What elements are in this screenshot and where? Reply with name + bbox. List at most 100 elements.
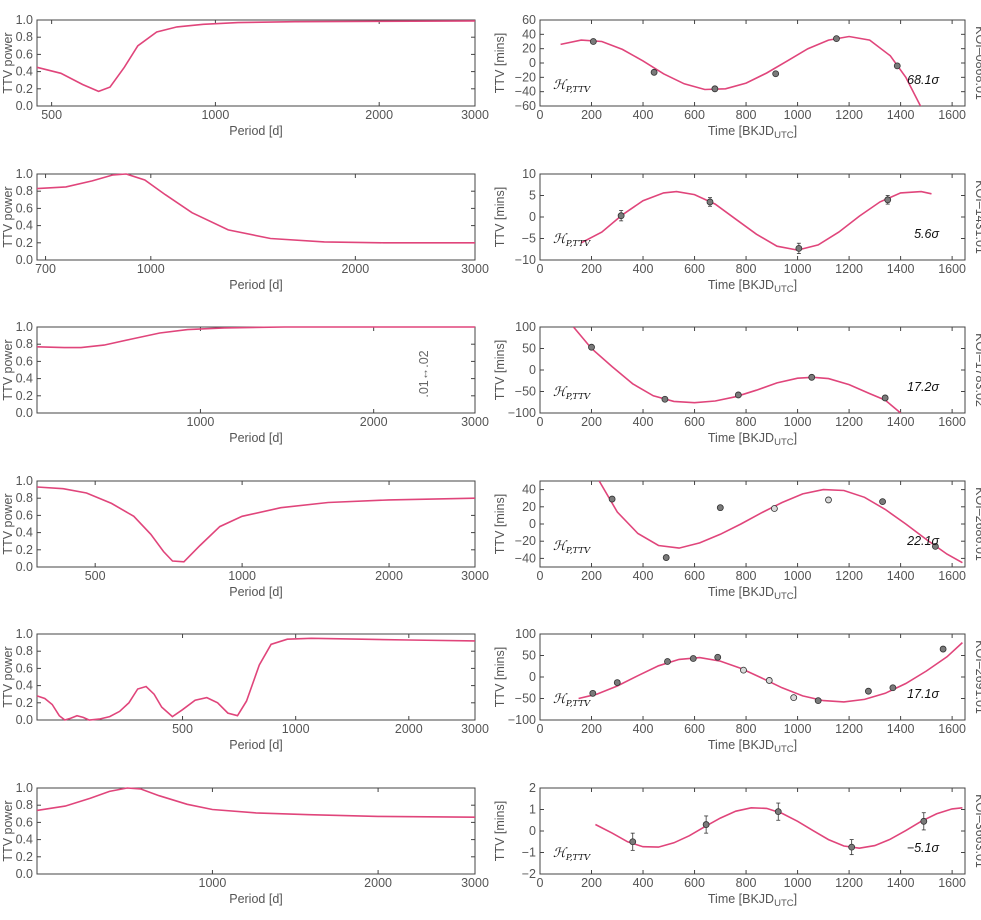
periodogram-panel-5: 0.0 0.2 0.4 0.6 0.8 1.0 500 1000 2000 3000 Period … (1, 627, 489, 752)
x-tick-label: 800 (736, 569, 757, 583)
y-tick-label: 0.4 (16, 679, 33, 693)
y-tick-label: 0.6 (16, 815, 33, 829)
y-tick-label: 1.0 (16, 167, 33, 181)
y-tick-label: 0.2 (16, 389, 33, 403)
y-tick-label: 0.0 (16, 406, 33, 420)
y-tick-label: 0.4 (16, 372, 33, 386)
hypothesis-label: ℋP,TTV (553, 539, 591, 556)
x-axis-label: Time [BKJDUTC] (708, 585, 797, 602)
y-tick-label: 50 (522, 649, 536, 663)
data-point (808, 373, 816, 381)
x-tick-label: 800 (736, 876, 757, 890)
x-tick-label: 400 (633, 415, 654, 429)
y-tick-label: 1.0 (16, 474, 33, 488)
y-tick-label: −5 (522, 232, 536, 246)
model-curve (580, 190, 932, 251)
y-tick-label: 20 (522, 500, 536, 514)
x-tick-label: 2000 (375, 569, 403, 583)
x-tick-label: 1000 (228, 569, 256, 583)
data-point (770, 505, 778, 512)
x-tick-label: 1200 (835, 876, 863, 890)
plot-frame (539, 173, 966, 261)
plot-frame (539, 633, 966, 721)
x-tick-label: 1400 (887, 569, 915, 583)
y-tick-label: 0 (529, 363, 536, 377)
y-tick-label: −50 (515, 692, 536, 706)
x-tick-label: 1600 (938, 722, 966, 736)
x-tick-label: 1600 (938, 262, 966, 276)
y-tick-label: 1.0 (16, 627, 33, 641)
hypothesis-label: ℋP,TTV (553, 232, 591, 249)
x-tick-label: 1000 (282, 722, 310, 736)
plot-frame (36, 633, 476, 721)
data-point (714, 653, 722, 661)
x-tick-label: 400 (633, 262, 654, 276)
data-point (881, 394, 889, 402)
significance-label: −5.1σ (907, 841, 940, 855)
data-point (589, 38, 597, 45)
model-curve (598, 481, 963, 564)
y-axis-label: TTV power (1, 339, 15, 400)
y-tick-label: −2 (522, 867, 536, 881)
y-tick-label: 0.8 (16, 491, 33, 505)
significance-label: 5.6σ (914, 227, 939, 241)
y-axis-label: TTV power (1, 646, 15, 707)
koi-label: KOI–2686.01 (973, 487, 981, 561)
plot-frame (539, 787, 966, 875)
ttv-panel-6: −2 −1 0 1 2 0 200 400 600 800 1000 1200 1400 1600 Time… (493, 781, 981, 909)
ttv-panel-2: −10 −5 0 5 10 0 200 400 600 800 1000 1200 1400 1600 Ti… (493, 167, 981, 295)
plot-frame (36, 480, 476, 568)
plot-frame (36, 787, 476, 875)
x-tick-label: 3000 (461, 569, 489, 583)
y-tick-label: 0 (529, 56, 536, 70)
data-point (814, 697, 822, 705)
x-tick-label: 3000 (461, 415, 489, 429)
koi-label: KOI–3663.01 (973, 794, 981, 868)
x-tick-label: 200 (581, 108, 602, 122)
x-tick-label: 1200 (835, 108, 863, 122)
y-tick-label: −20 (515, 70, 536, 84)
plot-frame (36, 326, 476, 414)
x-tick-label: 0 (537, 415, 544, 429)
y-tick-label: 0.0 (16, 713, 33, 727)
y-axis-label: TTV [mins] (493, 33, 507, 93)
significance-label: 17.1σ (907, 687, 939, 701)
x-tick-label: 2000 (360, 415, 388, 429)
x-tick-label: 600 (684, 262, 705, 276)
x-tick-label: 400 (633, 569, 654, 583)
x-tick-label: 1600 (938, 108, 966, 122)
y-tick-label: −1 (522, 846, 536, 860)
y-tick-label: 0.0 (16, 560, 33, 574)
x-axis-label: Period [d] (229, 431, 283, 445)
y-tick-label: 0.6 (16, 201, 33, 215)
data-point (893, 62, 901, 70)
y-tick-label: −60 (515, 99, 536, 113)
y-axis-label: TTV [mins] (493, 801, 507, 861)
x-tick-label: 1400 (887, 108, 915, 122)
data-point (588, 343, 595, 351)
x-tick-label: 600 (684, 876, 705, 890)
x-axis-label: Period [d] (229, 738, 283, 752)
data-point (833, 35, 840, 43)
x-tick-label: 500 (172, 722, 193, 736)
x-tick-label: 200 (581, 722, 602, 736)
x-tick-label: 1000 (201, 108, 229, 122)
significance-label: 17.2σ (907, 380, 939, 394)
plot-frame (36, 173, 476, 261)
y-tick-label: 0.0 (16, 253, 33, 267)
periodogram-panel-2: 0.0 0.2 0.4 0.6 0.8 1.0 700 1000 2000 3000 Period … (1, 167, 489, 292)
koi-label: KOI–2691.01 (973, 640, 981, 714)
x-tick-label: 1000 (784, 108, 812, 122)
x-tick-label: 800 (736, 415, 757, 429)
y-tick-label: 0.6 (16, 661, 33, 675)
koi-label: KOI–1431.01 (973, 180, 981, 254)
y-tick-label: 0.4 (16, 833, 33, 847)
y-tick-label: −20 (515, 534, 536, 548)
x-tick-label: 1200 (835, 569, 863, 583)
y-tick-label: 0.8 (16, 184, 33, 198)
y-axis-label: TTV power (1, 186, 15, 247)
y-tick-label: 40 (522, 483, 536, 497)
data-point (617, 212, 625, 220)
y-tick-label: 0.4 (16, 219, 33, 233)
